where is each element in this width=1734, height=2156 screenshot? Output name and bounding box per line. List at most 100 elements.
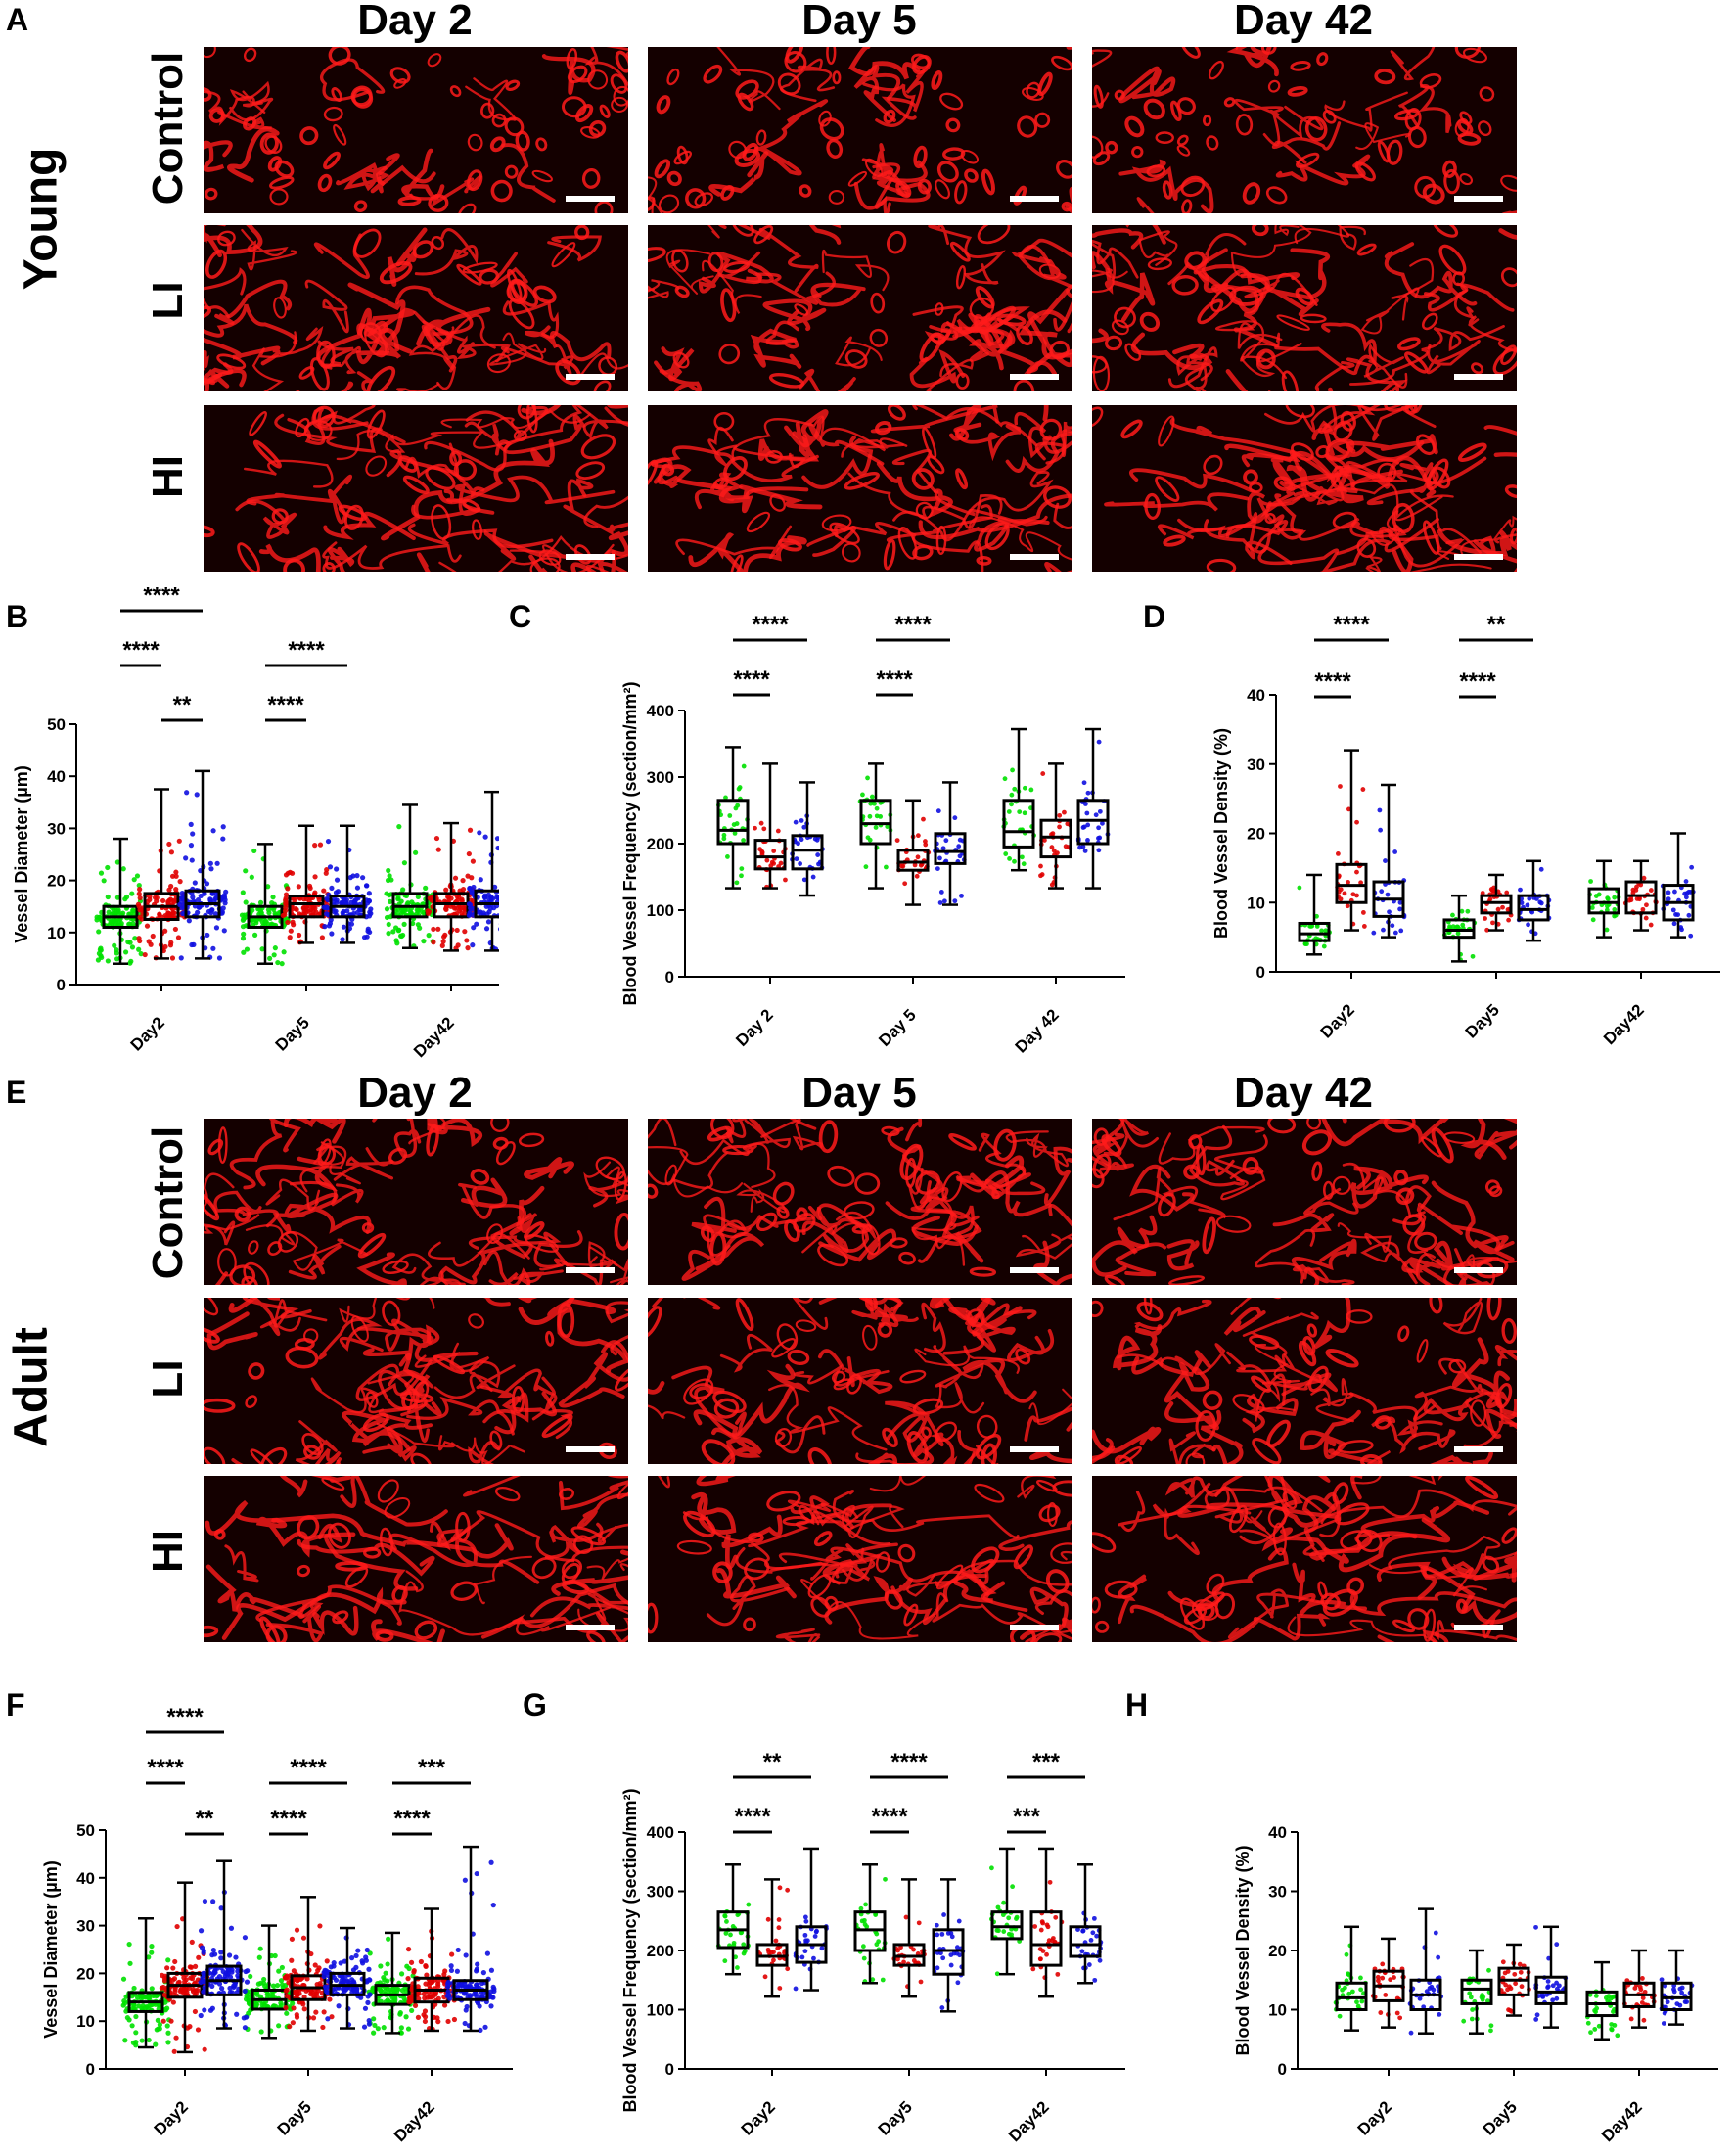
data-point [210, 945, 216, 951]
data-point [384, 914, 390, 921]
data-point [858, 1905, 864, 1911]
box-li-0 [159, 1881, 210, 2054]
chart-b-vessel-diameter: 0 10 20 30 40 50 Vessel Diameter (µm) Day2 Day5 D… [12, 587, 499, 1061]
data-point [785, 1966, 791, 1972]
data-point [348, 921, 355, 927]
data-point [366, 1966, 372, 1972]
data-point [360, 1960, 366, 1966]
data-point [721, 836, 727, 842]
data-point [814, 1928, 819, 1934]
data-point [182, 1979, 188, 1985]
data-point [443, 887, 449, 893]
data-point [1672, 889, 1677, 895]
data-point [129, 891, 135, 896]
data-point [207, 897, 213, 903]
data-point [240, 936, 247, 941]
significance-label: **** [147, 1755, 184, 1781]
data-point [170, 910, 176, 916]
data-point [1009, 792, 1015, 798]
data-point [1634, 896, 1640, 901]
data-point [1513, 1981, 1519, 1987]
data-point [1343, 1985, 1347, 1991]
data-point [1044, 1951, 1049, 1957]
data-point [283, 1975, 290, 1981]
data-point [126, 1941, 132, 1948]
data-point [1397, 2015, 1403, 2021]
data-point [1550, 1983, 1556, 1989]
data-point [312, 843, 318, 849]
data-point [482, 834, 488, 840]
data-point [195, 2027, 202, 2033]
data-point [1096, 825, 1102, 831]
data-point [386, 921, 391, 928]
data-point [413, 849, 419, 855]
micrograph-young-li-day5 [648, 225, 1072, 391]
data-point [1358, 1987, 1364, 1993]
data-point [105, 958, 111, 964]
data-point [329, 2014, 335, 2020]
data-point [812, 836, 818, 842]
data-point [741, 1942, 747, 1948]
data-point [1588, 2030, 1593, 2036]
data-point [239, 912, 246, 918]
data-point [478, 909, 483, 915]
data-point [1638, 1987, 1644, 1993]
data-point [414, 907, 420, 913]
data-point [1659, 1977, 1665, 1983]
data-point [725, 854, 730, 859]
data-point [412, 2002, 419, 2008]
data-point [1378, 827, 1384, 833]
data-point [1342, 891, 1347, 896]
data-point [903, 1914, 909, 1920]
scale-bar [1010, 1267, 1059, 1273]
data-point [386, 1936, 391, 1942]
box-hi-0 [198, 1859, 251, 2031]
data-point [940, 1955, 946, 1961]
data-point [128, 958, 134, 964]
box-hi-2 [1075, 727, 1111, 890]
data-point [959, 893, 964, 898]
y-tick-label: 30 [47, 819, 66, 838]
y-tick-label: 10 [47, 924, 66, 942]
data-point [1001, 1900, 1006, 1905]
data-point [290, 919, 296, 925]
scale-bar [1010, 1625, 1059, 1630]
y-tick-label: 10 [1268, 2001, 1287, 2020]
data-point [775, 1946, 781, 1951]
data-point [312, 874, 318, 880]
data-point [1465, 908, 1471, 914]
data-point [1000, 1912, 1006, 1918]
data-point [723, 795, 728, 801]
data-point [429, 895, 434, 901]
data-point [1534, 2012, 1540, 2018]
data-point [1506, 917, 1512, 923]
data-point [308, 1950, 314, 1957]
data-point [1588, 879, 1593, 884]
data-point [954, 1945, 960, 1950]
data-point [722, 1958, 728, 1964]
data-point [312, 1962, 318, 1968]
data-point [183, 855, 189, 861]
data-point [114, 895, 121, 900]
box-iqr [755, 1943, 789, 1967]
data-point [321, 2009, 327, 2015]
data-point [921, 816, 926, 822]
significance-label: **** [393, 1806, 431, 1832]
x-tick-label: Day2 [738, 2097, 779, 2138]
data-point [728, 1932, 733, 1938]
significance-label: **** [1459, 668, 1496, 695]
data-point [1006, 1931, 1012, 1937]
data-point [423, 1981, 429, 1987]
y-tick-label: 50 [76, 1821, 95, 1840]
data-point [227, 1974, 234, 1980]
data-point [276, 2023, 282, 2029]
box-li-2 [1622, 859, 1659, 932]
box-iqr [1002, 799, 1035, 849]
data-point [333, 1977, 340, 1983]
data-point [1038, 1927, 1044, 1933]
data-point [381, 2025, 387, 2031]
data-point [387, 873, 392, 879]
y-tick-label: 400 [647, 702, 674, 720]
data-point [1358, 1975, 1363, 1981]
significance-label: ** [1487, 612, 1506, 638]
